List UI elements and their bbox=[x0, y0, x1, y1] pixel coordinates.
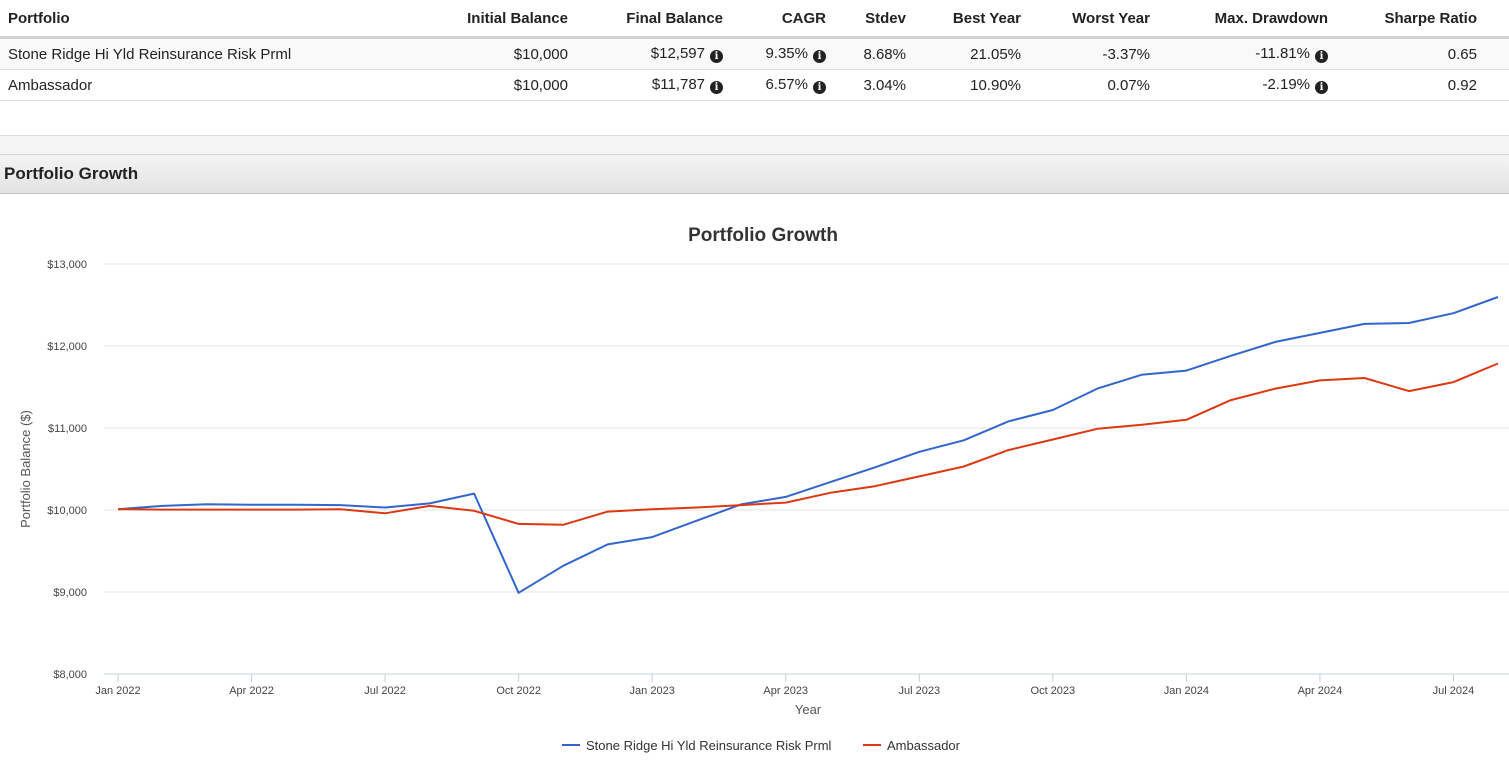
cell-sharpe-ratio: 0.65 bbox=[1328, 37, 1477, 70]
info-circle-icon[interactable]: i bbox=[710, 81, 723, 94]
cell-stdev: 3.04% bbox=[826, 69, 906, 101]
x-tick-label: Jan 2022 bbox=[95, 685, 140, 697]
x-tick-label: Jul 2022 bbox=[364, 685, 406, 697]
header-initial-balance: Initial Balance bbox=[353, 0, 568, 39]
header-portfolio: Portfolio bbox=[0, 0, 353, 39]
final-balance-value: $12,597 bbox=[650, 45, 705, 62]
series-line-stone-ridge bbox=[117, 296, 1499, 594]
header-final-balance: Final Balance bbox=[568, 0, 723, 39]
header-stdev: Stdev bbox=[826, 0, 906, 39]
y-tick-label: $13,000 bbox=[47, 259, 87, 271]
cell-final-balance: $11,787 i bbox=[568, 69, 723, 101]
cell-max-drawdown: -11.81% i bbox=[1150, 37, 1328, 70]
x-axis-title: Year bbox=[795, 702, 822, 717]
cell-stdev: 8.68% bbox=[826, 37, 906, 70]
cell-best-year: 21.05% bbox=[906, 37, 1021, 70]
cell-initial-balance: $10,000 bbox=[353, 37, 568, 70]
max-drawdown-value: -2.19% bbox=[1262, 76, 1310, 93]
x-tick-label: Oct 2023 bbox=[1031, 685, 1076, 697]
x-tick-label: Apr 2023 bbox=[763, 685, 808, 697]
header-max-drawdown: Max. Drawdown bbox=[1150, 0, 1328, 39]
cagr-value: 9.35% bbox=[765, 45, 808, 62]
max-drawdown-value: -11.81% bbox=[1255, 45, 1310, 62]
info-circle-icon[interactable]: i bbox=[710, 50, 723, 63]
table-row: Stone Ridge Hi Yld Reinsurance Risk Prml… bbox=[0, 37, 1509, 70]
cell-spacer bbox=[1477, 37, 1509, 70]
y-tick-label: $11,000 bbox=[48, 423, 87, 435]
header-cagr: CAGR bbox=[723, 0, 826, 39]
x-tick-label: Apr 2024 bbox=[1298, 685, 1343, 697]
cell-spacer bbox=[1477, 69, 1509, 101]
cell-cagr: 9.35% i bbox=[723, 37, 826, 70]
x-tick-label: Jan 2024 bbox=[1164, 685, 1209, 697]
cell-worst-year: -3.37% bbox=[1021, 37, 1150, 70]
info-circle-icon[interactable]: i bbox=[1315, 50, 1328, 63]
x-tick-label: Oct 2022 bbox=[496, 685, 541, 697]
info-circle-icon[interactable]: i bbox=[1315, 81, 1328, 94]
cell-max-drawdown: -2.19% i bbox=[1150, 69, 1328, 101]
legend-label: Ambassador bbox=[887, 738, 961, 753]
cell-portfolio: Ambassador bbox=[0, 69, 353, 101]
header-worst-year: Worst Year bbox=[1021, 0, 1150, 39]
y-tick-label: $12,000 bbox=[47, 341, 87, 353]
header-sharpe-ratio: Sharpe Ratio bbox=[1328, 0, 1477, 39]
cell-portfolio: Stone Ridge Hi Yld Reinsurance Risk Prml bbox=[0, 37, 353, 70]
section-divider bbox=[0, 135, 1509, 155]
x-tick-label: Jul 2024 bbox=[1433, 685, 1475, 697]
info-circle-icon[interactable]: i bbox=[813, 81, 826, 94]
cagr-value: 6.57% bbox=[765, 76, 808, 93]
cell-sharpe-ratio: 0.92 bbox=[1328, 69, 1477, 101]
legend-label: Stone Ridge Hi Yld Reinsurance Risk Prml bbox=[586, 738, 832, 753]
chart-title: Portfolio Growth bbox=[688, 225, 838, 246]
x-tick-label: Jan 2023 bbox=[630, 685, 675, 697]
cell-best-year: 10.90% bbox=[906, 69, 1021, 101]
y-tick-label: $9,000 bbox=[53, 587, 87, 599]
series-line-ambassador bbox=[117, 362, 1499, 526]
section-header: Portfolio Growth bbox=[0, 154, 1509, 194]
header-best-year: Best Year bbox=[906, 0, 1021, 39]
final-balance-value: $11,787 bbox=[651, 76, 705, 93]
cell-final-balance: $12,597 i bbox=[568, 37, 723, 70]
cell-worst-year: 0.07% bbox=[1021, 69, 1150, 101]
y-tick-label: $10,000 bbox=[47, 505, 87, 517]
x-tick-label: Jul 2023 bbox=[898, 685, 940, 697]
portfolio-growth-chart: Portfolio Growth $8,000 $9,000 $10,000 $11,0… bbox=[18, 225, 1509, 753]
table-row: Ambassador $10,000 $11,787 i 6.57% i 3.04%… bbox=[0, 69, 1509, 101]
cell-initial-balance: $10,000 bbox=[353, 69, 568, 101]
section-title: Portfolio Growth bbox=[4, 164, 139, 183]
header-spacer bbox=[1477, 0, 1509, 39]
cell-cagr: 6.57% i bbox=[723, 69, 826, 101]
y-axis-title: Portfolio Balance ($) bbox=[18, 410, 33, 528]
info-circle-icon[interactable]: i bbox=[813, 50, 826, 63]
summary-header-row: Portfolio Initial Balance Final Balance … bbox=[0, 0, 1509, 39]
y-tick-label: $8,000 bbox=[53, 669, 87, 681]
summary-table: Portfolio Initial Balance Final Balance … bbox=[0, 0, 1509, 101]
x-tick-label: Apr 2022 bbox=[229, 685, 274, 697]
